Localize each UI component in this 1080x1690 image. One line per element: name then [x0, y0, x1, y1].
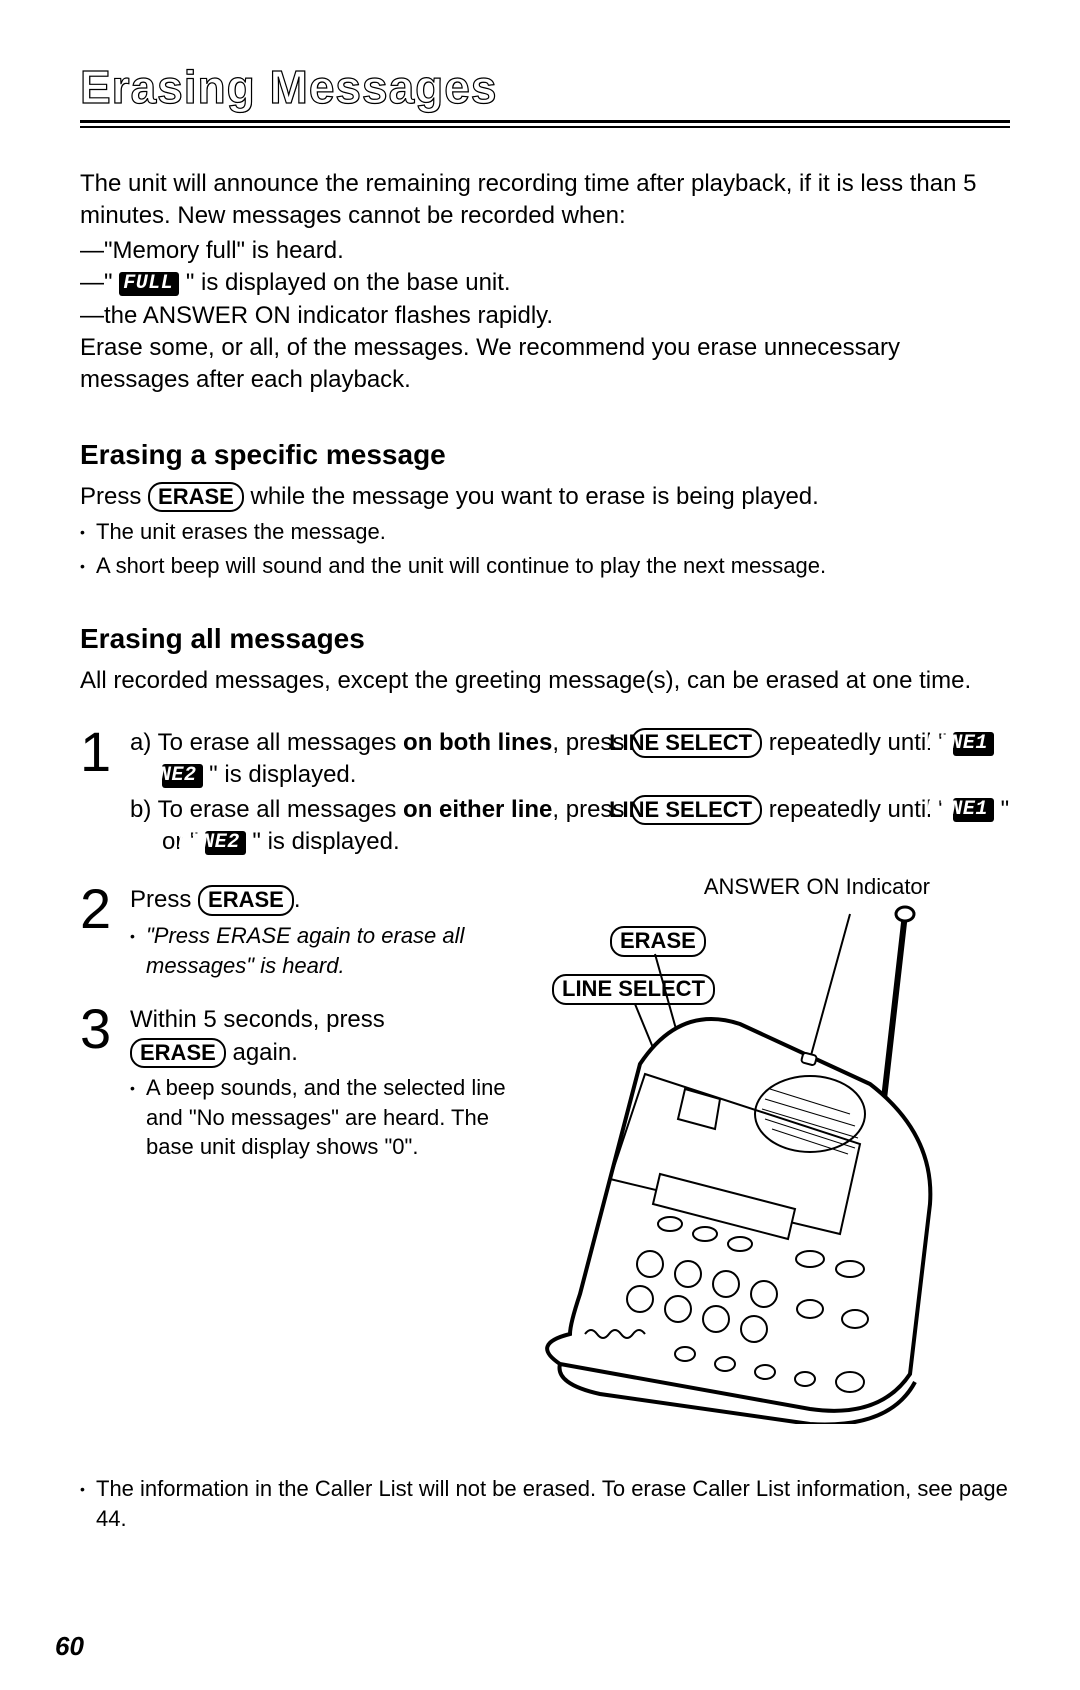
step1-body: a) To erase all messages on both lines, … — [130, 727, 1010, 861]
section1-line: Press ERASE while the message you want t… — [80, 481, 1010, 513]
page-number: 60 — [55, 1631, 84, 1662]
line1-badge-b: LINE1 — [953, 798, 994, 822]
s1-bullet1: The unit erases the message. — [80, 517, 1010, 547]
phone-illustration — [510, 904, 950, 1424]
label-answer-on: ANSWER ON Indicator — [704, 874, 930, 900]
steps-left-col: 2 Press ERASE. "Press ERASE again to era… — [80, 884, 510, 1186]
s1-bullet2: A short beep will sound and the unit wil… — [80, 551, 1010, 581]
line1-badge: LINE1 — [953, 732, 994, 756]
section2-heading: Erasing all messages — [80, 623, 1010, 655]
intro-block: The unit will announce the remaining rec… — [80, 168, 1010, 397]
step-1: 1 a) To erase all messages on both lines… — [80, 727, 1010, 861]
s3-l1p: again. — [226, 1039, 298, 1066]
step2-num: 2 — [80, 884, 130, 934]
s1-post: while the message you want to erase is b… — [244, 483, 819, 510]
s1b-pre: b) To erase all messages — [130, 796, 403, 823]
erase-key: ERASE — [148, 482, 244, 512]
page-title: Erasing Messages — [80, 61, 497, 113]
step3-body: Within 5 seconds, press ERASE again. A b… — [130, 1004, 510, 1162]
intro-dash3: —the ANSWER ON indicator flashes rapidly… — [80, 300, 1010, 332]
s3-l1: Within 5 seconds, press — [130, 1006, 385, 1033]
s2-bullet: "Press ERASE again to erase all messages… — [130, 921, 510, 980]
s1a-pre: a) To erase all messages — [130, 729, 403, 756]
diagram-column: ANSWER ON Indicator ERASE LINE SELECT — [510, 884, 1010, 1444]
s3-bullet: A beep sounds, and the selected line and… — [130, 1073, 510, 1162]
s2-pre: Press — [130, 886, 198, 913]
step3-num: 3 — [80, 1004, 130, 1054]
manual-page: Erasing Messages The unit will announce … — [0, 0, 1080, 1574]
line2-badge: LINE2 — [162, 764, 203, 788]
line2-badge-b: LINE2 — [205, 831, 246, 855]
s1b-bold: on either line — [403, 796, 552, 823]
step2-body: Press ERASE. "Press ERASE again to erase… — [130, 884, 510, 980]
steps-block: 1 a) To erase all messages on both lines… — [80, 727, 1010, 1445]
s1b-post2: " is displayed. — [246, 828, 400, 855]
intro-p1: The unit will announce the remaining rec… — [80, 168, 1010, 233]
full-badge: FULL — [119, 272, 179, 296]
erase-key-3: ERASE — [130, 1038, 226, 1068]
erase-key-2: ERASE — [198, 885, 294, 915]
intro-dash2: —" FULL " is displayed on the base unit. — [80, 267, 1010, 299]
lineselect-key-b: LINE SELECT — [631, 795, 762, 825]
steps-2-3-row: 2 Press ERASE. "Press ERASE again to era… — [80, 884, 1010, 1444]
step-2: 2 Press ERASE. "Press ERASE again to era… — [80, 884, 510, 980]
intro-p2: Erase some, or all, of the messages. We … — [80, 332, 1010, 397]
step1-num: 1 — [80, 727, 130, 777]
section1-heading: Erasing a specific message — [80, 439, 1010, 471]
s1a-bold: on both lines — [403, 729, 552, 756]
step1-b: b) To erase all messages on either line,… — [130, 794, 1010, 859]
step1-a: a) To erase all messages on both lines, … — [130, 727, 1010, 792]
s1-pre: Press — [80, 483, 148, 510]
footnote: The information in the Caller List will … — [80, 1474, 1010, 1533]
page-title-row: Erasing Messages — [80, 60, 1010, 114]
section2-intro: All recorded messages, except the greeti… — [80, 665, 1010, 697]
s2-post: . — [294, 886, 301, 913]
intro-dash1: —"Memory full" is heard. — [80, 235, 1010, 267]
dash2-pre: —" — [80, 269, 119, 296]
lineselect-key: LINE SELECT — [631, 728, 762, 758]
step-3: 3 Within 5 seconds, press ERASE again. A… — [80, 1004, 510, 1162]
s1a-post2: " is displayed. — [203, 761, 357, 788]
dash2-post: " is displayed on the base unit. — [179, 269, 510, 296]
title-rule — [80, 120, 1010, 128]
